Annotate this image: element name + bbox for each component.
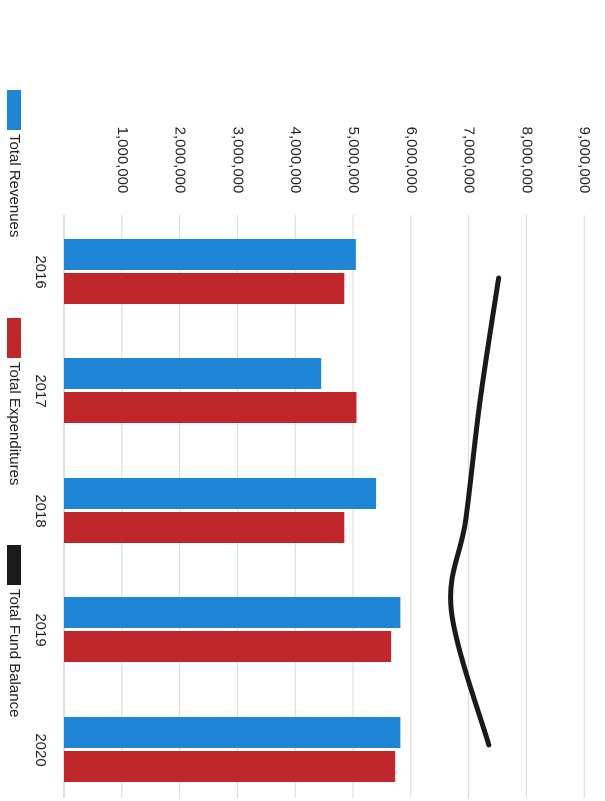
bar-total-expenditures bbox=[64, 273, 345, 304]
category-label: 2018 bbox=[32, 494, 49, 527]
legend-swatch bbox=[7, 90, 21, 130]
fund-balance-line bbox=[448, 275, 502, 748]
value-tick-label: 2,000,000 bbox=[172, 127, 189, 194]
category-label: 2016 bbox=[32, 255, 49, 288]
category-axis: 2016 2017 2018 2019 2020 bbox=[32, 255, 49, 766]
value-tick-label: 9,000,000 bbox=[576, 127, 593, 194]
bar-total-expenditures bbox=[64, 512, 345, 543]
value-tick-label: 3,000,000 bbox=[229, 127, 246, 194]
bars bbox=[64, 239, 401, 782]
bar-total-revenues bbox=[64, 597, 401, 628]
legend: Total Revenues Total Expenditures Total Fu… bbox=[6, 90, 23, 717]
legend-label: Total Revenues bbox=[6, 134, 23, 237]
legend-swatch bbox=[7, 545, 21, 585]
bar-total-revenues bbox=[64, 358, 322, 389]
category-label: 2020 bbox=[32, 733, 49, 766]
category-label: 2017 bbox=[32, 374, 49, 407]
bar-total-expenditures bbox=[64, 631, 392, 662]
legend-swatch bbox=[7, 318, 21, 358]
value-tick-label: 8,000,000 bbox=[518, 127, 535, 194]
bar-total-revenues bbox=[64, 239, 356, 270]
legend-label: Total Fund Balance bbox=[6, 589, 23, 717]
value-tick-label: 5,000,000 bbox=[345, 127, 362, 194]
bar-total-expenditures bbox=[64, 392, 357, 423]
legend-label: Total Expenditures bbox=[6, 362, 23, 485]
value-tick-label: 6,000,000 bbox=[403, 127, 420, 194]
value-axis: 1,000,000 2,000,000 3,000,000 4,000,000 5,00… bbox=[114, 127, 593, 194]
bar-total-revenues bbox=[64, 717, 401, 748]
category-label: 2019 bbox=[32, 613, 49, 646]
fund-balance-path bbox=[448, 275, 502, 748]
value-tick-label: 4,000,000 bbox=[287, 127, 304, 194]
bar-total-expenditures bbox=[64, 751, 396, 782]
value-tick-label: 7,000,000 bbox=[461, 127, 478, 194]
value-tick-label: 1,000,000 bbox=[114, 127, 131, 194]
bar-total-revenues bbox=[64, 478, 377, 509]
